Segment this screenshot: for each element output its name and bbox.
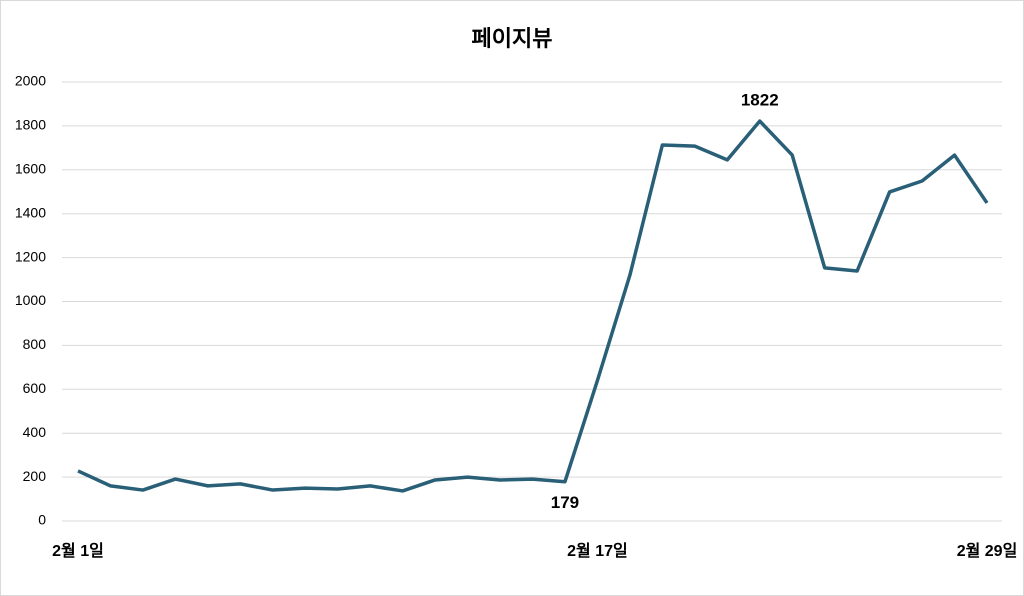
y-tick-label: 600 [23, 380, 47, 396]
y-tick-label: 2000 [15, 73, 46, 89]
data-label: 1822 [741, 91, 779, 110]
x-tick-label: 2월 1일 [52, 542, 104, 560]
y-tick-label: 0 [38, 512, 46, 528]
y-tick-label: 1400 [15, 204, 46, 220]
y-tick-label: 1800 [15, 117, 46, 133]
x-tick-label: 2월 17일 [567, 542, 628, 560]
data-label: 179 [551, 493, 579, 512]
y-tick-label: 1200 [15, 248, 46, 264]
y-tick-label: 800 [23, 336, 47, 352]
y-tick-label: 400 [23, 424, 47, 440]
x-tick-label: 2월 29일 [957, 542, 1018, 560]
y-tick-label: 200 [23, 468, 47, 484]
y-tick-label: 1600 [15, 161, 46, 177]
line [77, 119, 989, 493]
y-tick-label: 1000 [15, 292, 46, 308]
chart-title: 페이지뷰 [472, 26, 553, 51]
